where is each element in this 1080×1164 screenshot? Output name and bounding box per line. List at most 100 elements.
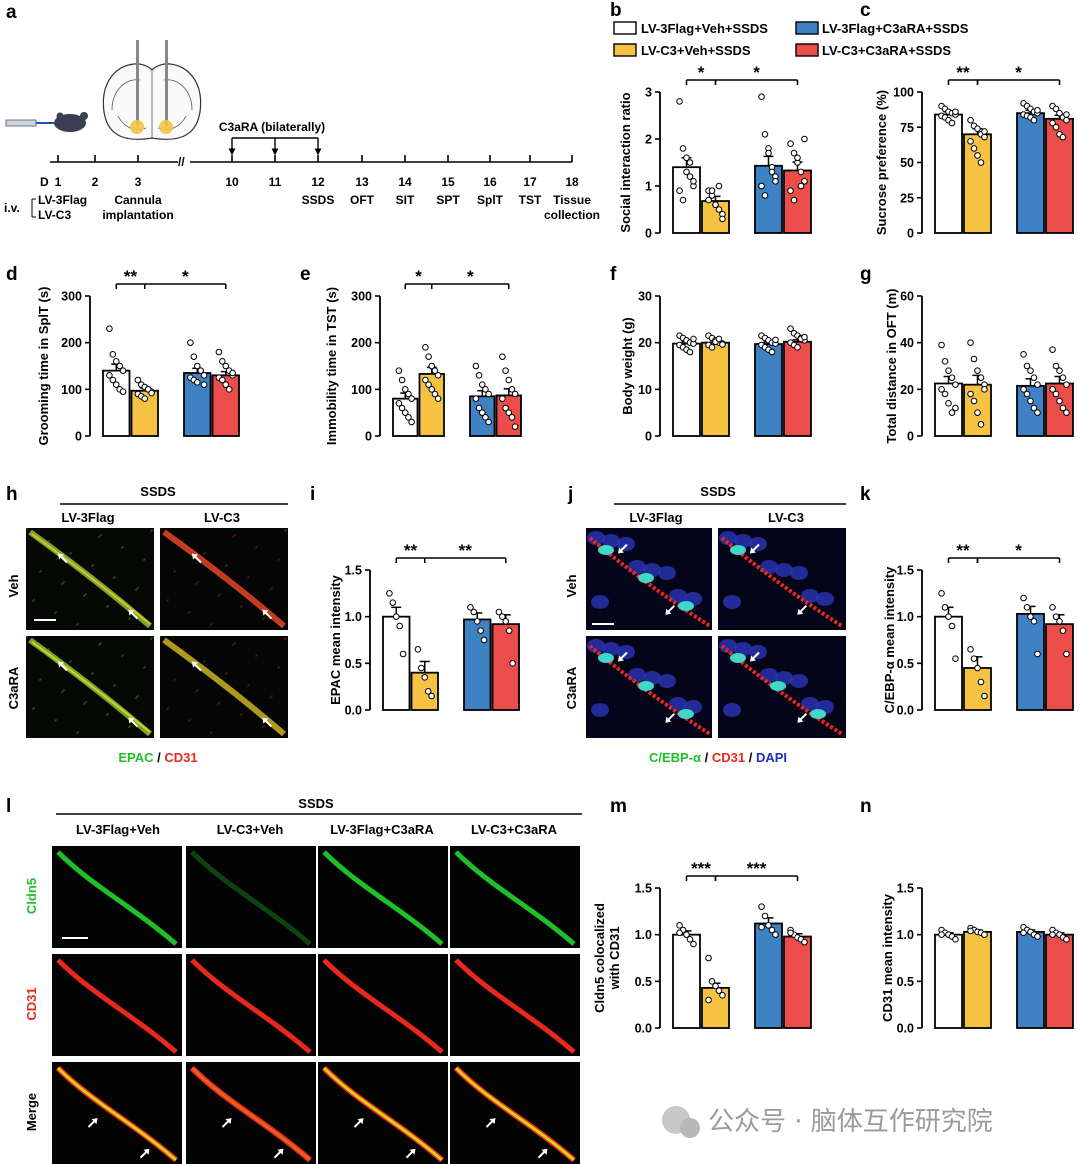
- data-point: [686, 173, 694, 180]
- data-point: [1027, 613, 1034, 620]
- cd31-vessel: [454, 958, 576, 1054]
- data-point: [938, 341, 945, 349]
- data-point: [431, 367, 439, 374]
- bar-i-1: [382, 615, 411, 711]
- y-tick-label-c: 0: [907, 227, 914, 241]
- data-point: [941, 358, 949, 365]
- data-point: [424, 688, 432, 695]
- data-point: [974, 152, 981, 159]
- panel-letter-e: e: [300, 264, 311, 285]
- data-point: [401, 386, 409, 393]
- sig-label: **: [124, 267, 138, 286]
- bar-g-4: [1045, 382, 1074, 437]
- cebp-nucleus: [730, 653, 746, 663]
- data-point: [715, 182, 723, 190]
- dapi-nucleus: [591, 703, 609, 717]
- data-point: [1034, 107, 1041, 114]
- speckle: [247, 577, 249, 579]
- dapi-nucleus: [816, 592, 834, 606]
- panel-letter-g: g: [860, 264, 872, 285]
- legend-label-4: LV-C3+C3aRA+SSDS: [822, 43, 951, 58]
- data-point: [801, 178, 808, 185]
- data-point: [1049, 346, 1056, 353]
- chart-m: 0.0 0.5 1.0 1.5 Cldn5 colocalizedwith CD31 **…: [592, 859, 812, 1036]
- data-point: [480, 636, 488, 644]
- data-point: [193, 379, 201, 386]
- dapi-nucleus: [669, 589, 687, 603]
- bar-i-4: [491, 623, 520, 711]
- panel-letter-n: n: [860, 796, 872, 817]
- data-point: [499, 395, 506, 402]
- sig-label: *: [753, 63, 760, 82]
- legend-swatch-4: [795, 43, 819, 57]
- dapi-nucleus: [749, 537, 767, 551]
- panel-letter-f: f: [610, 264, 617, 285]
- cebp-nucleus: [598, 545, 614, 555]
- data-point: [1027, 397, 1034, 405]
- data-point: [945, 613, 952, 620]
- speckle: [225, 673, 227, 675]
- bar-f-3: [754, 343, 783, 437]
- panel-h-col-2: LV-C3: [204, 510, 240, 525]
- dapi-nucleus: [749, 645, 767, 659]
- timeline-day-3: 3: [135, 175, 142, 189]
- data-point: [952, 936, 959, 943]
- cd31-vessel: [190, 958, 312, 1054]
- speckle: [39, 679, 41, 681]
- arrow-head: [618, 547, 624, 554]
- y-tick-label-b: 0: [645, 227, 652, 241]
- data-point: [683, 154, 690, 162]
- arrow-head: [128, 609, 135, 616]
- panel-h: h SSDS LV-3Flag LV-C3 Veh C3aRA EPAC / C…: [6, 484, 288, 765]
- data-point: [941, 604, 949, 611]
- y-tick-label-m: 0.5: [635, 975, 652, 989]
- speckle: [83, 595, 85, 597]
- data-point: [219, 358, 226, 365]
- speckle: [26, 636, 28, 638]
- speckle: [269, 589, 271, 591]
- data-point: [386, 590, 393, 597]
- data-point: [719, 992, 726, 999]
- panel-letter-k: k: [860, 484, 871, 505]
- data-point: [499, 613, 506, 620]
- speckle: [39, 571, 41, 573]
- y-tick-label-n: 0.5: [897, 975, 914, 989]
- cldn5-vessel: [56, 850, 178, 946]
- speckle: [232, 536, 234, 538]
- chart-k: 0.00.51.01.5C/EBP-α mean intensity** *: [882, 541, 1074, 718]
- y-tick-label-k: 1.5: [897, 564, 914, 578]
- dapi-nucleus: [723, 595, 741, 609]
- data-point: [676, 922, 683, 929]
- arrow-head: [192, 553, 198, 560]
- speckle: [225, 565, 227, 567]
- data-point: [187, 339, 194, 346]
- data-point: [495, 608, 503, 616]
- speckle: [32, 600, 34, 602]
- event-collection: collection: [544, 208, 600, 222]
- timeline-day-2: 2: [92, 175, 99, 189]
- data-point: [389, 599, 397, 606]
- panel-l-header: SSDS: [298, 796, 334, 811]
- data-point: [396, 622, 403, 630]
- vessel-core: [165, 641, 285, 733]
- data-point: [705, 954, 712, 962]
- data-point: [193, 362, 201, 370]
- y-tick-label-g: 20: [900, 383, 914, 397]
- data-point: [715, 335, 723, 343]
- speckle: [61, 691, 63, 693]
- y-tick-label-n: 0.0: [897, 1022, 914, 1036]
- dapi-nucleus: [587, 639, 605, 653]
- data-point: [1020, 929, 1027, 937]
- merge-vessel-yellow: [56, 1066, 177, 1162]
- bar-f-4: [783, 340, 812, 437]
- y-axis-title-line: Cldn5 colocalized: [592, 903, 607, 1013]
- data-point: [945, 367, 952, 374]
- dapi-nucleus: [734, 534, 752, 548]
- data-point: [970, 397, 978, 405]
- data-point: [1049, 386, 1056, 393]
- data-point: [1052, 123, 1060, 131]
- y-tick-label-e: 0: [365, 430, 372, 444]
